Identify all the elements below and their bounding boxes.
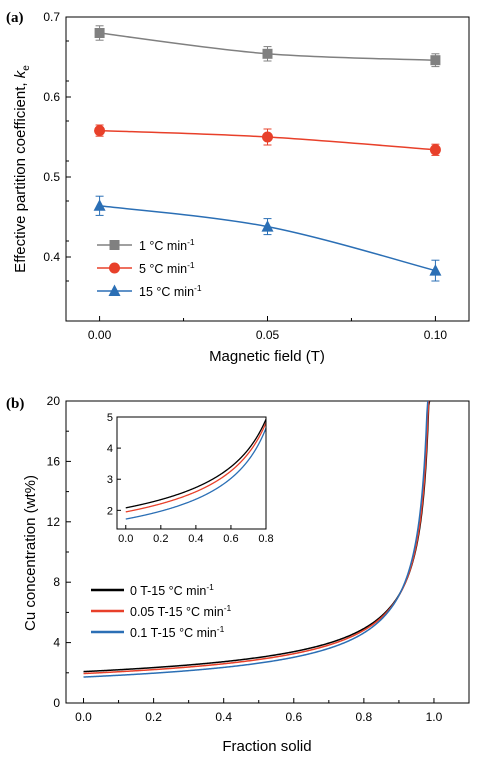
panel-b-series (83, 400, 431, 678)
legend-label-2-text: 0.1 T-15 °C min (130, 626, 217, 640)
panel-b-ticks: 0.0 0.2 0.4 0.6 0.8 1.0 0 4 8 12 16 20 (47, 394, 443, 724)
legend-label-0-text: 0 T-15 °C min (130, 584, 206, 598)
legend-label-1-text: 5 °C min (139, 262, 187, 276)
legend-label-1: 5 °C min-1 (139, 260, 195, 276)
data-point-1 (429, 144, 441, 156)
legend-label-1-superscript: -1 (187, 260, 195, 270)
legend-label-0: 0 T-15 °C min-1 (130, 582, 214, 598)
x-tick-label: 0.0 (75, 710, 92, 724)
x-tick-label: 0.8 (356, 710, 373, 724)
y-tick-label: 16 (47, 454, 61, 468)
inset-x-tick-label: 0.8 (258, 533, 273, 545)
data-point-1 (262, 131, 273, 143)
panel-a-series (93, 25, 442, 282)
panel-b-y-axis-title: Cu concentration (wt%) (22, 475, 39, 631)
series-line-2 (83, 400, 429, 678)
data-point-0 (262, 48, 273, 59)
series-line-0 (83, 400, 431, 673)
panel-a-y-axis-title-sub: e (21, 65, 32, 71)
data-point-0 (430, 55, 441, 66)
inset-y-tick-label: 3 (107, 474, 113, 486)
data-point-2 (429, 264, 442, 276)
legend-label-1-superscript: -1 (224, 603, 232, 613)
inset-x-tick-label: 0.6 (223, 533, 238, 545)
x-tick-label: 0.2 (145, 710, 162, 724)
inset-series-line-2 (125, 427, 267, 520)
data-point-2 (261, 220, 274, 232)
inset-y-tick-label: 4 (107, 443, 113, 455)
x-tick-label: 0.6 (285, 710, 302, 724)
series-line-1 (83, 400, 430, 675)
x-tick-label: 1.0 (426, 710, 443, 724)
y-tick-label: 20 (47, 394, 61, 408)
inset-series-line-1 (125, 422, 267, 513)
panel-b-legend: 0 T-15 °C min-10.05 T-15 °C min-10.1 T-1… (91, 582, 232, 640)
y-tick-label: 0 (53, 696, 60, 710)
legend-label-0-text: 1 °C min (139, 239, 187, 253)
x-tick-label: 0.10 (424, 328, 448, 342)
y-tick-label: 0.7 (43, 10, 60, 24)
inset-frame (116, 416, 267, 530)
panel-b-label: (b) (6, 396, 24, 412)
legend-label-1: 0.05 T-15 °C min-1 (130, 603, 232, 619)
panel-a-plot-frame (65, 16, 470, 322)
panel-b-x-axis-title: Fraction solid (222, 738, 311, 755)
inset-y-tick-label: 5 (107, 412, 113, 424)
y-tick-label: 12 (47, 515, 61, 529)
x-tick-label: 0.05 (256, 328, 280, 342)
legend-marker-1 (109, 262, 120, 274)
inset-y-tick-label: 2 (107, 505, 113, 517)
x-tick-label: 0.00 (88, 328, 112, 342)
panel-a-y-axis-title-main: Effective partition coefficient, (12, 78, 29, 273)
legend-marker-2 (108, 284, 121, 296)
panel-a-label: (a) (6, 10, 24, 26)
data-point-2 (93, 199, 106, 211)
y-tick-label: 0.4 (43, 250, 60, 264)
legend-label-0-superscript: -1 (187, 237, 195, 247)
y-tick-label: 4 (53, 636, 60, 650)
legend-label-0-superscript: -1 (206, 582, 214, 592)
y-tick-label: 8 (53, 575, 60, 589)
legend-label-2: 15 °C min-1 (139, 283, 202, 299)
legend-label-2-superscript: -1 (194, 283, 202, 293)
data-point-1 (94, 125, 106, 137)
legend-label-1-text: 0.05 T-15 °C min (130, 605, 224, 619)
inset-x-tick-label: 0.0 (118, 533, 133, 545)
inset-background (117, 417, 266, 529)
panel-b-inset: 0.0 0.2 0.4 0.6 0.8 2 3 4 5 (107, 412, 274, 545)
panel-a-legend: 1 °C min-15 °C min-115 °C min-1 (97, 237, 202, 299)
panel-a-chart: (a) 0.00 0.05 0.100.40.50.60.7 1 °C min-15… (6, 10, 470, 365)
panel-a-ticks: 0.00 0.05 0.10 0.4 0.5 0.6 0.7 (43, 10, 447, 342)
panel-a-x-axis-title: Magnetic field (T) (209, 348, 325, 365)
y-tick-label: 0.6 (43, 90, 60, 104)
inset-x-tick-label: 0.4 (188, 533, 203, 545)
inset-series-line-0 (125, 418, 267, 509)
inset-x-tick-label: 0.2 (153, 533, 168, 545)
legend-label-2: 0.1 T-15 °C min-1 (130, 624, 225, 640)
legend-label-0: 1 °C min-1 (139, 237, 195, 253)
legend-marker-0 (109, 240, 120, 250)
data-point-0 (94, 28, 105, 38)
x-tick-label: 0.4 (215, 710, 232, 724)
legend-label-2-superscript: -1 (217, 624, 225, 634)
panel-a-y-axis-title: Effective partition coefficient, ke (12, 65, 32, 273)
panel-a-y-axis-title-var: k (12, 69, 29, 78)
legend-label-2-text: 15 °C min (139, 285, 194, 299)
y-tick-label: 0.5 (43, 170, 60, 184)
